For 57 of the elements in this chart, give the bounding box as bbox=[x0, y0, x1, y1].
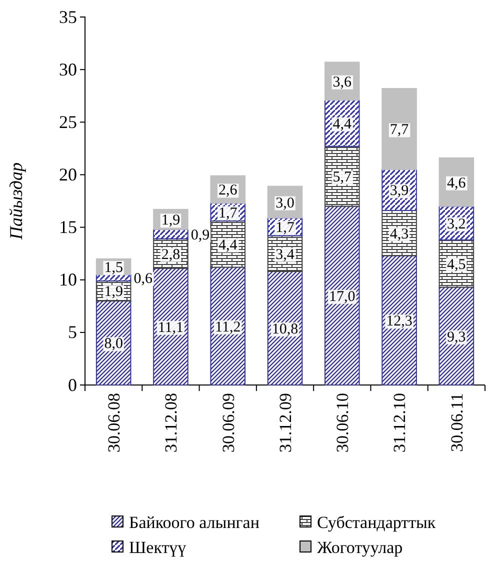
y-tick-label: 5 bbox=[68, 322, 77, 342]
data-label: 11,1 bbox=[158, 320, 184, 336]
data-label: 1,7 bbox=[218, 205, 238, 222]
y-axis-title: Пайыздар bbox=[6, 162, 26, 241]
data-label: 2,6 bbox=[218, 182, 238, 199]
bar bbox=[324, 206, 360, 386]
data-label: 5,7 bbox=[332, 170, 352, 186]
bar bbox=[382, 88, 417, 170]
legend-label: Байкоого алынган bbox=[129, 512, 260, 532]
x-tick-label: 30.06.08 bbox=[104, 393, 124, 452]
bar bbox=[382, 255, 417, 386]
data-label: 1,5 bbox=[104, 260, 123, 276]
y-tick-label: 0 bbox=[68, 374, 77, 395]
bar bbox=[153, 268, 188, 386]
legend-label: Субстандарттык bbox=[317, 512, 436, 532]
data-label: 3,0 bbox=[276, 195, 294, 212]
data-label: 4,3 bbox=[390, 226, 409, 242]
x-tick-label: 30.06.09 bbox=[218, 393, 238, 452]
x-tick-label: 31.12.10 bbox=[390, 393, 410, 452]
data-label: 3,4 bbox=[276, 246, 295, 263]
bar bbox=[267, 270, 303, 386]
data-label: 4,5 bbox=[447, 256, 466, 273]
data-label: 3,2 bbox=[447, 216, 466, 232]
data-label: 10,8 bbox=[272, 321, 298, 338]
x-tick-label: 31.12.09 bbox=[276, 393, 295, 452]
data-label: 3,9 bbox=[390, 183, 409, 200]
y-tick-label: 10 bbox=[59, 270, 77, 290]
bar bbox=[153, 228, 188, 240]
data-label: 0,9 bbox=[190, 227, 210, 244]
y-tick-label: 25 bbox=[59, 112, 77, 132]
data-label: 1,7 bbox=[276, 220, 295, 236]
legend-label: Жоготуулар bbox=[317, 538, 403, 557]
data-label: 0,6 bbox=[134, 271, 153, 288]
data-label: 12,3 bbox=[386, 314, 412, 330]
y-tick-label: 35 bbox=[59, 6, 77, 27]
data-label: 8,0 bbox=[104, 336, 123, 352]
data-label: 2,8 bbox=[161, 246, 180, 263]
x-tick-label: 30.06.11 bbox=[447, 393, 466, 452]
bar bbox=[438, 286, 474, 386]
data-label: 4,4 bbox=[218, 237, 238, 254]
data-label: 4,4 bbox=[332, 116, 352, 132]
data-label: 11,2 bbox=[215, 319, 241, 336]
x-tick-label: 31.12.08 bbox=[162, 393, 181, 452]
data-label: 1,9 bbox=[161, 212, 180, 229]
data-label: 3,6 bbox=[332, 74, 352, 90]
data-label: 4,6 bbox=[447, 175, 466, 192]
bar bbox=[96, 300, 132, 386]
y-tick-label: 30 bbox=[59, 59, 77, 80]
data-label: 7,7 bbox=[390, 122, 410, 138]
data-label: 1,9 bbox=[104, 284, 123, 300]
y-tick-label: 20 bbox=[59, 164, 77, 184]
y-tick-label: 15 bbox=[59, 217, 77, 238]
x-tick-label: 30.06.10 bbox=[333, 393, 352, 452]
legend-label: Шектүү bbox=[129, 538, 187, 557]
bar bbox=[210, 266, 246, 386]
data-label: 17,0 bbox=[329, 288, 356, 305]
data-label: 9,3 bbox=[447, 329, 466, 346]
